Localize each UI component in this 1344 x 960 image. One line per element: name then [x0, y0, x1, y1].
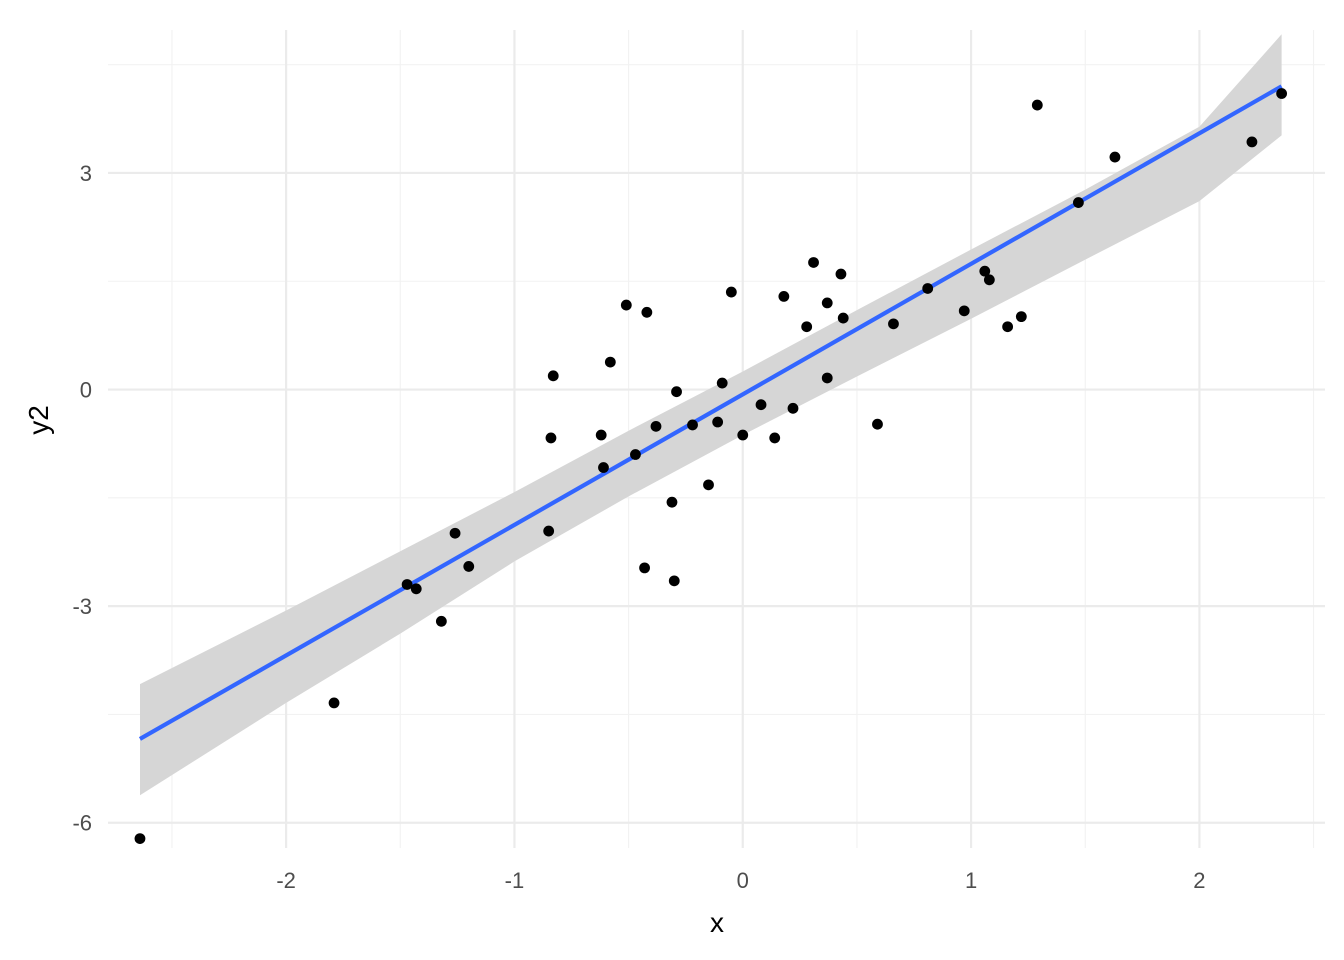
data-point — [769, 432, 781, 444]
data-point — [1109, 151, 1121, 163]
data-point — [668, 575, 680, 587]
data-point — [837, 312, 849, 324]
data-point — [666, 496, 678, 508]
data-point — [1002, 321, 1014, 333]
y-tick-labels: -6 -3 0 3 — [72, 161, 92, 836]
data-point — [641, 306, 653, 318]
data-point — [808, 257, 819, 268]
x-tick-label: 0 — [737, 868, 749, 893]
data-point — [650, 420, 662, 432]
data-point — [671, 386, 682, 398]
x-tick-label: -2 — [276, 868, 296, 893]
data-point — [449, 527, 461, 539]
y-tick-label: -3 — [72, 594, 92, 619]
data-point — [595, 429, 607, 441]
data-point — [1031, 99, 1043, 111]
data-point — [958, 305, 970, 317]
data-point — [543, 525, 555, 537]
data-point — [983, 274, 995, 286]
data-point — [547, 370, 559, 382]
data-point — [716, 377, 728, 389]
regression-line — [138, 84, 1283, 741]
data-point — [598, 462, 609, 473]
data-point — [835, 268, 847, 280]
x-axis-title: x — [710, 907, 724, 938]
data-point — [725, 286, 737, 298]
data-point — [604, 356, 616, 368]
data-point — [630, 449, 641, 460]
data-point — [410, 583, 422, 595]
data-point — [755, 399, 767, 411]
data-point — [888, 318, 899, 330]
data-point — [1073, 197, 1084, 208]
data-point — [328, 697, 340, 709]
x-tick-labels: -2 -1 0 1 2 — [276, 868, 1205, 893]
data-point — [872, 418, 883, 430]
y-tick-label: 0 — [80, 378, 92, 403]
data-point — [737, 429, 749, 441]
data-point — [821, 297, 833, 309]
data-point — [703, 479, 714, 491]
x-tick-label: 1 — [965, 868, 977, 893]
data-point — [778, 291, 790, 302]
data-point — [639, 562, 650, 574]
y-tick-label: 3 — [80, 161, 92, 186]
fit-line-layer — [138, 84, 1283, 741]
x-tick-label: 2 — [1193, 868, 1205, 893]
data-point — [435, 615, 447, 627]
y-tick-label: -6 — [72, 811, 92, 836]
data-point — [787, 402, 799, 414]
data-point — [687, 419, 698, 431]
data-point — [134, 833, 146, 845]
data-point — [712, 416, 724, 428]
minor-gridlines — [108, 30, 1325, 848]
data-point — [1276, 88, 1288, 99]
data-point — [821, 372, 833, 384]
data-point — [922, 283, 934, 294]
data-point — [979, 265, 991, 277]
data-point — [620, 299, 632, 311]
data-point — [801, 321, 813, 333]
y-axis-title: y2 — [23, 405, 54, 435]
x-tick-label: -1 — [505, 868, 525, 893]
data-point — [463, 561, 475, 572]
data-point — [1246, 136, 1258, 148]
data-point — [401, 579, 413, 590]
data-point — [1015, 311, 1027, 323]
data-point — [545, 432, 557, 444]
data-points — [134, 88, 1288, 845]
